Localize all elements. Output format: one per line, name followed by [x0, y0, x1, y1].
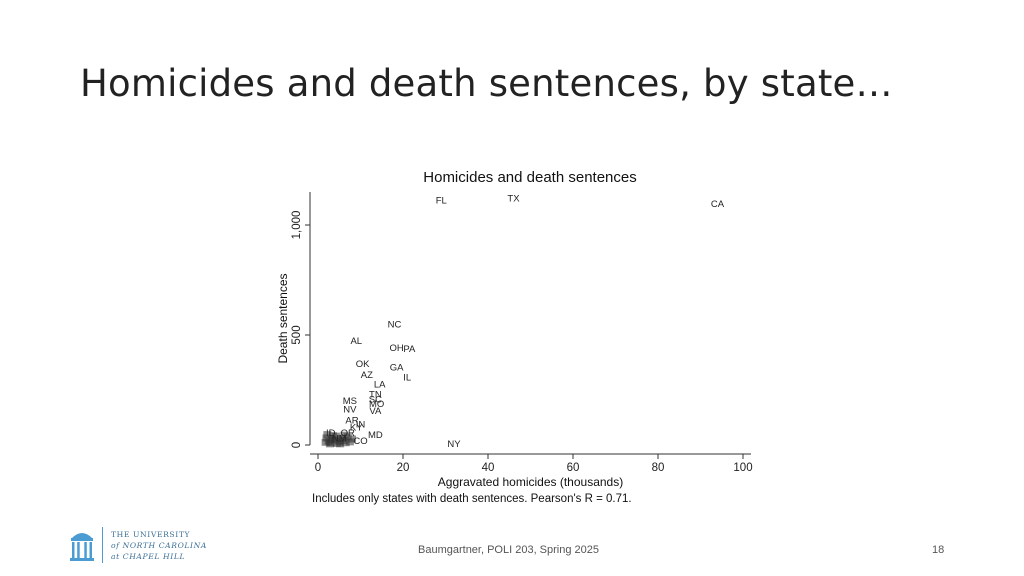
point-oh: OH [390, 343, 404, 354]
x-tick-label: 0 [315, 462, 321, 474]
x-tick-label: 80 [652, 462, 665, 474]
logo-line-1: THE UNIVERSITY [111, 529, 191, 539]
x-axis-label: Aggravated homicides (thousands) [438, 475, 623, 489]
point-ga: GA [390, 362, 404, 373]
point-id: ID [326, 428, 336, 439]
old-well-icon [70, 533, 94, 561]
point-ca: CA [711, 199, 725, 210]
chart-title: Homicides and death sentences [423, 169, 636, 186]
point-mo: MO [369, 399, 384, 410]
x-tick-label: 20 [397, 462, 410, 474]
cluster-marker [340, 431, 349, 439]
point-co: CO [353, 436, 367, 447]
x-tick-label: 40 [482, 462, 495, 474]
point-az: AZ [361, 370, 373, 381]
point-in: IN [356, 419, 366, 430]
point-ny: NY [447, 439, 461, 450]
cluster-marker [323, 431, 332, 439]
cluster-marker [327, 435, 336, 443]
logo-wordmark: THE UNIVERSITY of NORTH CAROLINA at CHAP… [111, 529, 207, 562]
logo-line-3: at CHAPEL HILL [111, 551, 186, 561]
point-md: MD [368, 430, 383, 441]
point-sc: SC [369, 394, 382, 405]
slide-title: Homicides and death sentences, by state… [80, 62, 893, 105]
chart-note: Includes only states with death sentence… [312, 493, 632, 505]
x-tick-label: 100 [733, 462, 752, 474]
point-nm: NM [332, 433, 347, 444]
point-ok: OK [356, 359, 370, 370]
point-va: VA [369, 406, 382, 417]
cluster-marker [348, 435, 356, 443]
chart-svg: Homicides and death sentences 0 20 40 60 80 10… [276, 169, 753, 505]
y-axis-label: Death sentences [276, 273, 290, 363]
point-il: IL [403, 372, 411, 383]
cluster-marker [331, 432, 340, 440]
university-logo: THE UNIVERSITY of NORTH CAROLINA at CHAP… [70, 526, 207, 564]
page-number: 18 [932, 544, 945, 556]
point-fl: FL [436, 196, 447, 207]
y-tick-label: 500 [291, 325, 303, 344]
point-ar: AR [345, 416, 358, 427]
y-tick-label: 1,000 [291, 211, 303, 240]
point-or: OR [341, 428, 355, 439]
x-tick-label: 60 [567, 462, 580, 474]
point-nc: NC [388, 320, 402, 331]
logo-divider [102, 527, 103, 563]
point-pa: PA [403, 344, 416, 355]
cluster-marker [321, 438, 330, 446]
point-tx: TX [507, 194, 520, 205]
point-ky: KY [350, 422, 363, 433]
cluster-marker [325, 440, 334, 448]
point-la: LA [374, 379, 386, 390]
point-ms: MS [343, 396, 357, 407]
footer-text: Baumgartner, POLI 203, Spring 2025 [418, 544, 600, 556]
point-al: AL [350, 336, 362, 347]
point-nv: NV [343, 405, 357, 416]
cluster-marker [341, 439, 350, 447]
y-tick-label: 0 [291, 442, 303, 448]
cluster-marker [336, 440, 345, 448]
scatter-chart: Homicides and death sentences 0 20 40 60 80 10… [270, 160, 770, 510]
logo-line-2: of NORTH CAROLINA [111, 540, 207, 550]
point-tn: TN [369, 389, 382, 400]
